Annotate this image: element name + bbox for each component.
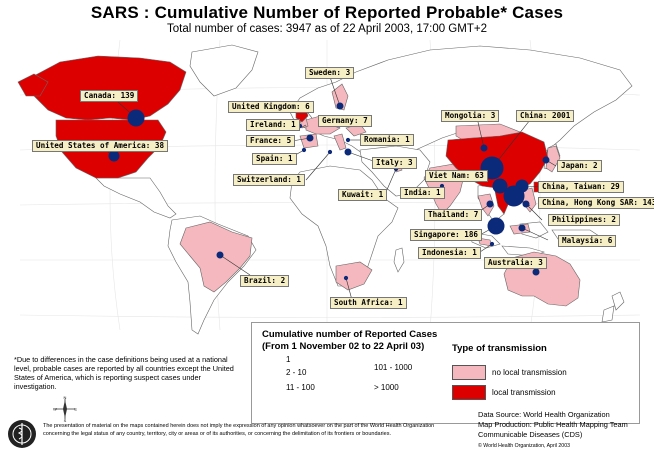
label-hong-kong: China, Hong Kong SAR: 1434 — [538, 197, 654, 209]
legend-local: local transmission — [492, 388, 556, 397]
label-viet-nam: Viet Nam: 63 — [425, 170, 488, 182]
label-singapore: Singapore: 186 — [410, 229, 483, 241]
label-italy: Italy: 3 — [372, 157, 417, 169]
legend-title: Cumulative number of Reported Cases (Fro… — [262, 329, 437, 353]
swatch-no-local — [452, 365, 486, 380]
label-india: India: 1 — [400, 187, 445, 199]
compass-icon: N E S W — [53, 396, 77, 422]
label-china: China: 2001 — [516, 110, 575, 122]
label-japan: Japan: 2 — [557, 160, 602, 172]
label-malaysia: Malaysia: 6 — [558, 235, 617, 247]
swatch-local — [452, 385, 486, 400]
label-kuwait: Kuwait: 1 — [338, 189, 388, 201]
label-romania: Romania: 1 — [360, 134, 414, 146]
label-australia: Australia: 3 — [484, 257, 547, 269]
map-title: SARS : Cumulative Number of Reported Pro… — [90, 3, 564, 22]
credits: Data Source: World Health Organization M… — [478, 410, 648, 440]
credit-data-source: Data Source: World Health Organization — [478, 410, 610, 419]
label-ireland: Ireland: 1 — [246, 119, 300, 131]
legend-size-2: 2 - 10 — [286, 368, 307, 377]
who-logo-icon — [8, 420, 36, 448]
label-france: France: 5 — [246, 135, 296, 147]
compass-s: S — [64, 418, 67, 422]
label-indonesia: Indonesia: 1 — [418, 247, 481, 259]
label-germany: Germany: 7 — [318, 115, 372, 127]
legend-size-5: > 1000 — [374, 383, 399, 392]
legend-size-4: 101 - 1000 — [374, 363, 413, 372]
label-philippines: Philippines: 2 — [548, 214, 621, 226]
legend-title-line1: Cumulative number of Reported Cases — [262, 329, 438, 340]
label-switzerland: Switzerland: 1 — [233, 174, 306, 186]
compass-e: E — [74, 407, 77, 412]
legend-size-1: 1 — [286, 355, 291, 364]
label-spain: Spain: 1 — [252, 153, 297, 165]
credit-cds: Communicable Diseases (CDS) — [478, 430, 583, 439]
legend-title-line2: (From 1 November 02 to 22 April 03) — [262, 341, 425, 352]
credit-map-production: Map Production: Public Health Mapping Te… — [478, 420, 628, 429]
compass-w: W — [53, 407, 57, 412]
label-thailand: Thailand: 7 — [424, 209, 483, 221]
label-mongolia: Mongolia: 3 — [441, 110, 500, 122]
legend: Cumulative number of Reported Cases (Fro… — [251, 322, 640, 424]
compass-n: N — [64, 396, 67, 400]
label-united-kingdom: United Kingdom: 6 — [228, 101, 314, 113]
legend-no-local: no local transmission — [492, 368, 567, 377]
disclaimer: The presentation of material on the maps… — [43, 423, 435, 437]
label-usa: United States of America: 38 — [32, 140, 169, 152]
label-canada: Canada: 139 — [80, 90, 139, 102]
map-subtitle: Total number of cases: 3947 as of 22 Apr… — [167, 23, 487, 35]
label-south-africa: South Africa: 1 — [330, 297, 407, 309]
copyright: © World Health Organization, April 2003 — [478, 443, 570, 449]
label-taiwan: China, Taiwan: 29 — [538, 181, 624, 193]
transmission-title: Type of transmission — [452, 343, 547, 354]
legend-size-3: 11 - 100 — [286, 383, 315, 392]
label-brazil: Brazil: 2 — [240, 275, 290, 287]
footnote: *Due to differences in the case definiti… — [14, 355, 234, 391]
label-sweden: Sweden: 3 — [305, 67, 355, 79]
